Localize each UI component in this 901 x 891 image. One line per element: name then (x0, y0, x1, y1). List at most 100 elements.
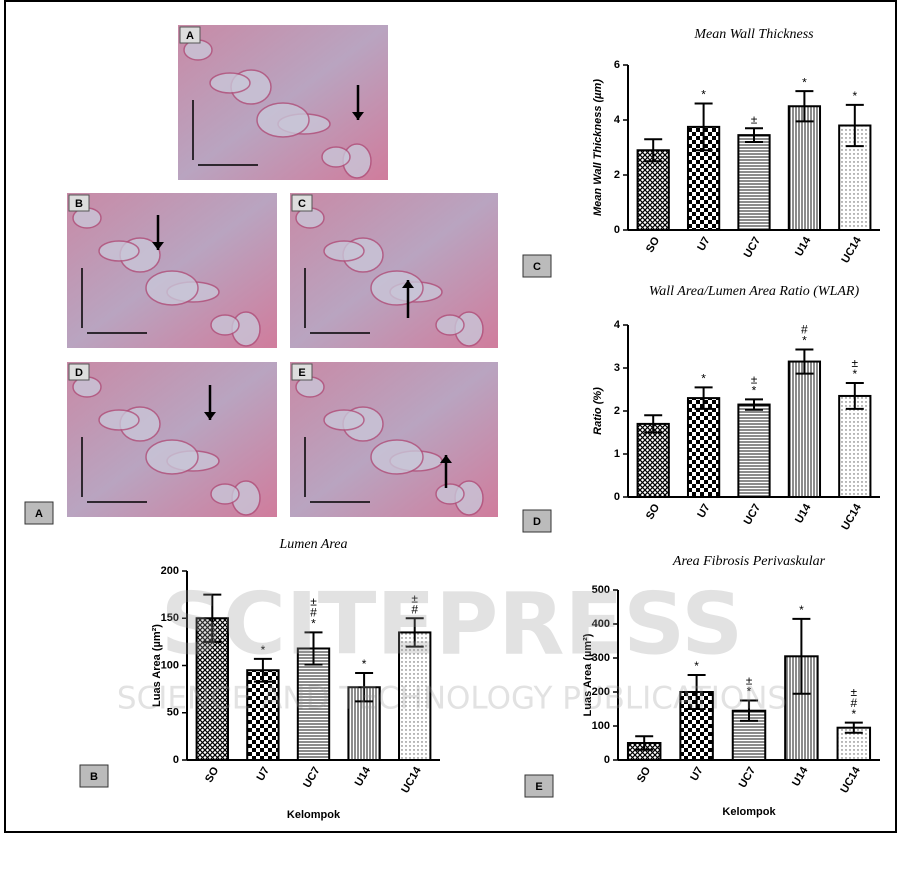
significance-mark: ± (751, 373, 758, 387)
x-tick-label: U7 (695, 502, 712, 520)
panel-label: C (533, 261, 541, 273)
tissue-lumen (209, 72, 251, 94)
image-label: E (298, 367, 305, 379)
image-label: D (75, 367, 83, 379)
significance-mark: ± (852, 356, 859, 370)
significance-mark: * (694, 659, 699, 673)
significance-mark: * (851, 707, 856, 721)
y-axis-label: Ratio (%) (592, 387, 604, 435)
bar (686, 397, 721, 499)
x-tick-label: UC14 (399, 764, 424, 795)
arrow-head (352, 112, 364, 120)
significance-mark: ± (751, 112, 758, 126)
chart: Mean Wall Thickness 0 2 4 6 Mean Wall Thickne… (522, 27, 880, 278)
x-tick-label: U14 (793, 234, 814, 258)
significance-mark: ± (310, 595, 317, 609)
y-tick-label: 1 (614, 448, 620, 460)
tissue-lumen (145, 270, 199, 306)
bar (838, 124, 872, 231)
significance-mark: ± (851, 685, 858, 699)
x-tick-label: UC14 (839, 501, 864, 532)
arrow-head (204, 412, 216, 420)
y-tick-label: 2 (614, 405, 620, 417)
significance-mark: * (852, 367, 857, 381)
bar (787, 105, 822, 231)
y-tick-label: 0 (173, 754, 179, 766)
significance-mark: * (362, 657, 367, 671)
y-tick-label: 400 (592, 618, 610, 630)
panel-label-box (522, 509, 552, 533)
bar (787, 360, 822, 498)
panel-label-box (522, 254, 552, 278)
x-tick-label: U7 (695, 235, 712, 253)
micrograph: D (67, 362, 277, 517)
significance-mark: # (801, 323, 808, 337)
x-tick-label: U7 (255, 765, 272, 783)
micrograph: A (178, 25, 388, 180)
x-tick-label: UC14 (838, 764, 863, 795)
tissue-lumen (323, 240, 365, 262)
chart: Area Fibrosis Perivaskular 0 100 200 300 400 5… (524, 554, 880, 818)
y-tick-label: 100 (161, 659, 179, 671)
x-tick-label: UC7 (742, 502, 763, 527)
image-label: C (298, 198, 306, 210)
x-tick-label: U14 (793, 501, 814, 525)
micrographs: A B C D E A (24, 25, 498, 525)
bar (737, 403, 771, 498)
bar (838, 394, 872, 499)
arrow-head (402, 280, 414, 288)
panel-label: B (90, 771, 98, 783)
significance-mark: ± (746, 674, 753, 688)
tissue-lumen (256, 102, 310, 138)
image-label: B (75, 198, 83, 210)
panel-label: E (535, 781, 542, 793)
y-tick-label: 0 (614, 224, 620, 236)
tissue-lumen (321, 146, 351, 168)
micrograph: E (290, 362, 498, 517)
frame (4, 0, 897, 833)
tissue-lumen (323, 409, 365, 431)
chart-title: Mean Wall Thickness (693, 27, 814, 42)
significance-mark: # (411, 602, 418, 616)
image-label-box (291, 194, 313, 212)
y-axis-label: Luas Area (µm²) (151, 624, 163, 707)
y-tick-label: 6 (614, 59, 620, 71)
significance-mark: # (310, 606, 317, 620)
watermark-sub: SCIENCE AND TECHNOLOGY PUBLICATIONS (117, 681, 787, 717)
x-tick-label: SO (203, 765, 222, 785)
bar (737, 134, 771, 231)
y-tick-label: 500 (592, 584, 610, 596)
significance-mark: * (311, 617, 316, 631)
significance-mark: ± (411, 591, 418, 605)
chart: Wall Area/Lumen Area Ratio (WLAR) 0 1 2 3 4 Ra… (522, 284, 880, 533)
charts: Mean Wall Thickness 0 2 4 6 Mean Wall Thickne… (79, 27, 880, 821)
panel-label-box (24, 501, 54, 525)
tissue-lumen (98, 409, 140, 431)
image-label: A (186, 30, 194, 42)
tissue-lumen (435, 483, 465, 505)
panel-label-box (79, 764, 109, 788)
image-label-box (291, 363, 313, 381)
arrow-head (440, 455, 452, 463)
y-axis-label: Mean Wall Thickness (µm) (592, 79, 604, 216)
y-tick-label: 200 (161, 565, 179, 577)
y-tick-label: 2 (614, 169, 620, 181)
y-tick-label: 50 (167, 707, 179, 719)
watermark: SCITEPRESS SCIENCE AND TECHNOLOGY PUBLIC… (117, 574, 787, 716)
chart-title: Area Fibrosis Perivaskular (672, 554, 826, 569)
panel-label: D (533, 516, 541, 528)
bar (636, 422, 670, 498)
panel-label-box (524, 774, 554, 798)
arrow-head (152, 242, 164, 250)
x-tick-label: UC7 (737, 765, 758, 790)
significance-mark: * (701, 88, 706, 102)
y-tick-label: 200 (592, 686, 610, 698)
chart-title: Lumen Area (278, 537, 347, 552)
significance-mark: * (261, 643, 266, 657)
y-tick-label: 0 (604, 754, 610, 766)
x-tick-label: UC14 (839, 234, 864, 265)
x-axis-label: Kelompok (722, 806, 776, 818)
x-tick-label: SO (644, 235, 663, 255)
x-tick-label: U14 (790, 764, 811, 788)
